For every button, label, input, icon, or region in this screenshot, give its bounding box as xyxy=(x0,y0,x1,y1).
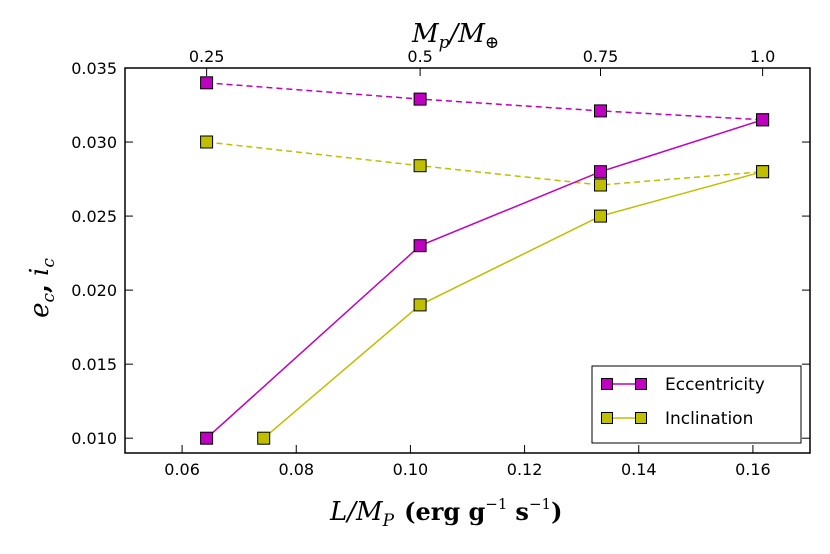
series-line-eccentricity-solid xyxy=(206,119,763,439)
series-line-inclination-solid xyxy=(263,170,763,439)
top-axis-label: Mp/M⊕ xyxy=(411,19,499,53)
legend-label-eccentricity: Eccentricity xyxy=(665,375,765,395)
y-axis-label: ec,ic xyxy=(25,258,59,318)
x-label-main: L/M xyxy=(329,497,384,527)
y-tick-label: 0.010 xyxy=(71,429,117,448)
series-markers xyxy=(200,76,770,445)
x-tick-label: 0.12 xyxy=(507,460,543,479)
legend-marker-inclination-right xyxy=(635,412,647,424)
x-tick-label: 0.06 xyxy=(164,460,200,479)
x-axis-label: L/MP (erg g−1 s−1) xyxy=(329,495,562,531)
data-point-eccentricity-dashed-2 xyxy=(594,104,607,118)
y-tick-label: 0.025 xyxy=(71,207,117,226)
legend-marker-inclination-left xyxy=(601,412,613,424)
x-tick-label: 0.10 xyxy=(393,460,429,479)
legend-entry-inclination: Inclination xyxy=(601,409,753,429)
series-lines xyxy=(206,82,763,439)
top-tick-label: 0.25 xyxy=(189,47,225,66)
top-tick-label: 0.5 xyxy=(407,47,432,66)
series-line-eccentricity-dashed xyxy=(206,82,763,121)
y-tick-label: 0.030 xyxy=(71,133,117,152)
y-label-e: e xyxy=(25,303,55,318)
data-point-inclination-dashed-0 xyxy=(200,135,214,149)
x-label-sub: P xyxy=(382,511,395,531)
data-point-eccentricity-solid-2 xyxy=(594,165,607,179)
y-tick-label: 0.035 xyxy=(71,59,117,78)
y-label-i: i xyxy=(25,268,55,276)
legend-marker-eccentricity-right xyxy=(635,378,647,390)
legend: Eccentricity Inclination xyxy=(591,365,802,444)
top-tick-label: 1.0 xyxy=(750,47,775,66)
y-label-i-sub: c xyxy=(39,258,59,268)
data-point-inclination-solid-3 xyxy=(756,165,770,179)
data-point-eccentricity-dashed-1 xyxy=(413,92,427,106)
tick-labels: 0.06 0.08 0.10 0.12 0.14 0.16 0.010 0.015 0.020 0… xyxy=(71,47,775,479)
axis-ticks xyxy=(125,67,810,453)
x-tick-label: 0.16 xyxy=(735,460,771,479)
series-line-inclination-dashed xyxy=(206,141,763,186)
y-tick-label: 0.015 xyxy=(71,355,117,374)
data-point-inclination-dashed-2 xyxy=(594,178,607,192)
x-label-exp1: −1 xyxy=(485,495,507,513)
data-point-eccentricity-solid-3 xyxy=(756,113,770,127)
top-label-earth: ⊕ xyxy=(485,33,499,53)
x-label-s: s xyxy=(515,497,529,526)
data-point-eccentricity-solid-1 xyxy=(413,239,427,253)
y-label-e-sub: c xyxy=(39,293,59,303)
x-label-exp2: −1 xyxy=(529,495,551,513)
data-point-inclination-solid-2 xyxy=(594,209,607,223)
data-point-inclination-dashed-1 xyxy=(413,159,427,173)
top-label-slash: /M xyxy=(447,19,487,49)
x-tick-label: 0.14 xyxy=(621,460,657,479)
legend-label-inclination: Inclination xyxy=(665,409,753,429)
data-point-inclination-solid-1 xyxy=(413,298,427,312)
legend-marker-eccentricity-left xyxy=(601,378,613,390)
data-point-inclination-solid-0 xyxy=(257,431,271,445)
legend-box xyxy=(591,365,802,444)
data-point-eccentricity-dashed-0 xyxy=(200,76,214,90)
y-label-comma: , xyxy=(25,284,55,293)
plot-frame xyxy=(124,67,811,454)
top-label-p: p xyxy=(439,33,450,53)
x-label-close: ) xyxy=(551,497,562,526)
data-point-eccentricity-solid-0 xyxy=(200,431,214,445)
x-label-units: (erg g xyxy=(404,497,485,526)
top-tick-label: 0.75 xyxy=(583,47,619,66)
top-label-M: M xyxy=(411,19,440,49)
y-tick-label: 0.020 xyxy=(71,281,117,300)
x-tick-label: 0.08 xyxy=(278,460,314,479)
legend-entry-eccentricity: Eccentricity xyxy=(601,375,765,395)
